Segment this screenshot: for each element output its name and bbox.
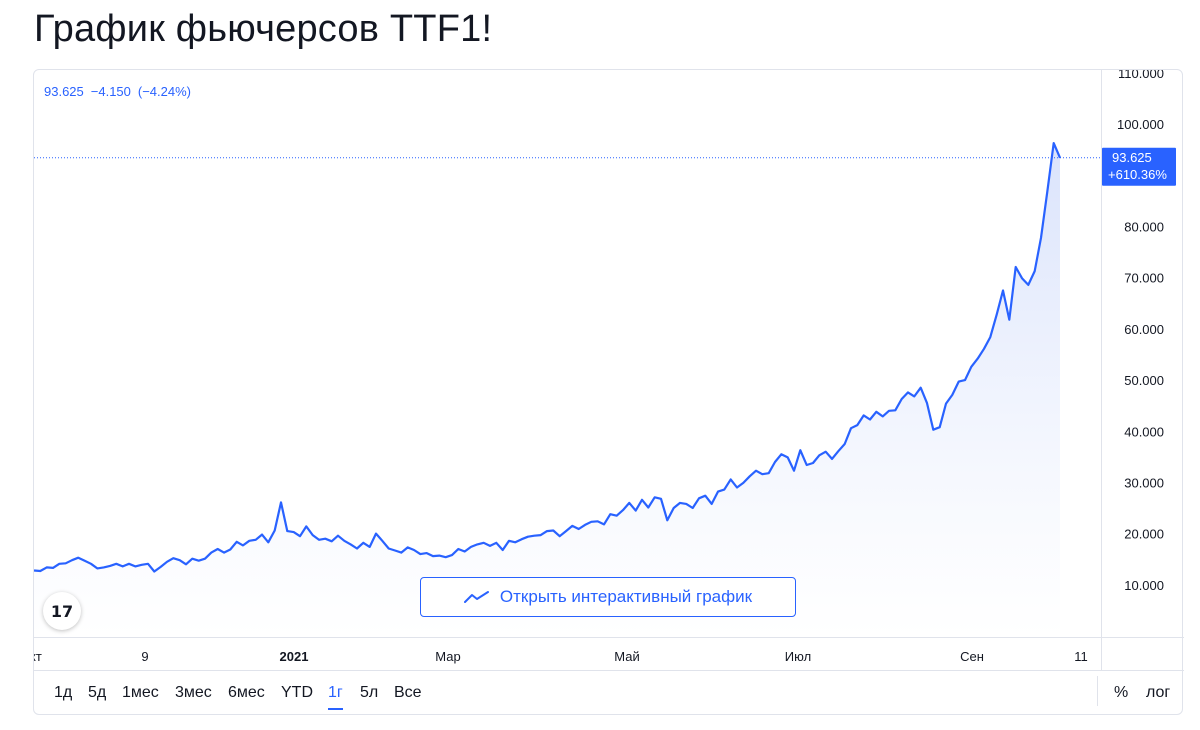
y-tick-label: 80.000 [1124, 220, 1164, 235]
x-tick-label: кт [34, 649, 42, 664]
legend-price: 93.625 [44, 84, 84, 99]
x-tick-label: Июл [785, 649, 811, 664]
price-line [34, 141, 1062, 573]
y-tick-label: 100.000 [1117, 117, 1164, 132]
period-6мес[interactable]: 6мес [228, 684, 265, 701]
last-price-badge [1102, 147, 1176, 186]
chart-widget[interactable]: 110.000 100.000 80.000 70.000 60.000 50.000 40… [33, 69, 1184, 718]
period-1г[interactable]: 1г [328, 684, 343, 710]
period-selector: 1д 5д 1мес 3мес 6мес YTD 1г 5л Все [34, 684, 1094, 718]
y-tick-label: 110.000 [1118, 70, 1164, 81]
x-tick-label: 2021 [280, 649, 309, 664]
x-tick-label: 11 [1074, 649, 1088, 664]
x-tick-label: Мар [435, 649, 460, 664]
y-tick-label: 60.000 [1124, 322, 1164, 337]
period-1д[interactable]: 1д [54, 684, 73, 701]
percent-scale-toggle[interactable]: % [1114, 684, 1129, 701]
period-1мес[interactable]: 1мес [122, 684, 159, 701]
y-tick-label: 40.000 [1124, 424, 1164, 439]
y-tick-label: 50.000 [1124, 373, 1164, 388]
y-tick-label: 10.000 [1124, 578, 1164, 593]
legend-change-pct: (−4.24%) [137, 84, 192, 99]
open-interactive-chart-label: Открыть интерактивный график [499, 587, 753, 606]
y-tick-label: 30.000 [1124, 476, 1164, 491]
y-tick-label: 70.000 [1124, 271, 1164, 286]
y-tick-label: 20.000 [1124, 527, 1164, 542]
x-tick-label: 9 [141, 649, 148, 664]
x-tick-label: Сен [960, 649, 984, 664]
log-scale-toggle[interactable]: лог [1146, 684, 1171, 701]
page-title: График фьючерсов TTF1! [34, 8, 493, 50]
tradingview-logo[interactable]: 17 [43, 592, 81, 630]
price-chart[interactable]: 110.000 100.000 80.000 70.000 60.000 50.000 40… [34, 70, 1184, 716]
open-interactive-chart-button[interactable]: Открыть интерактивный график [420, 577, 796, 617]
last-price-value: 93.625 [1112, 150, 1152, 165]
last-price-pct: +610.36% [1108, 167, 1167, 182]
period-YTD[interactable]: YTD [281, 684, 313, 701]
period-5д[interactable]: 5д [88, 684, 107, 701]
price-legend: 93.625 −4.150 (−4.24%) [44, 84, 198, 99]
price-area-fill [34, 143, 1060, 637]
x-tick-label: Май [614, 649, 639, 664]
period-3мес[interactable]: 3мес [175, 684, 212, 701]
period-Все[interactable]: Все [394, 684, 422, 701]
legend-change: −4.150 [90, 84, 131, 99]
line-chart-icon [463, 590, 490, 604]
period-5л[interactable]: 5л [360, 684, 379, 701]
toolbar-separator [1097, 676, 1098, 706]
